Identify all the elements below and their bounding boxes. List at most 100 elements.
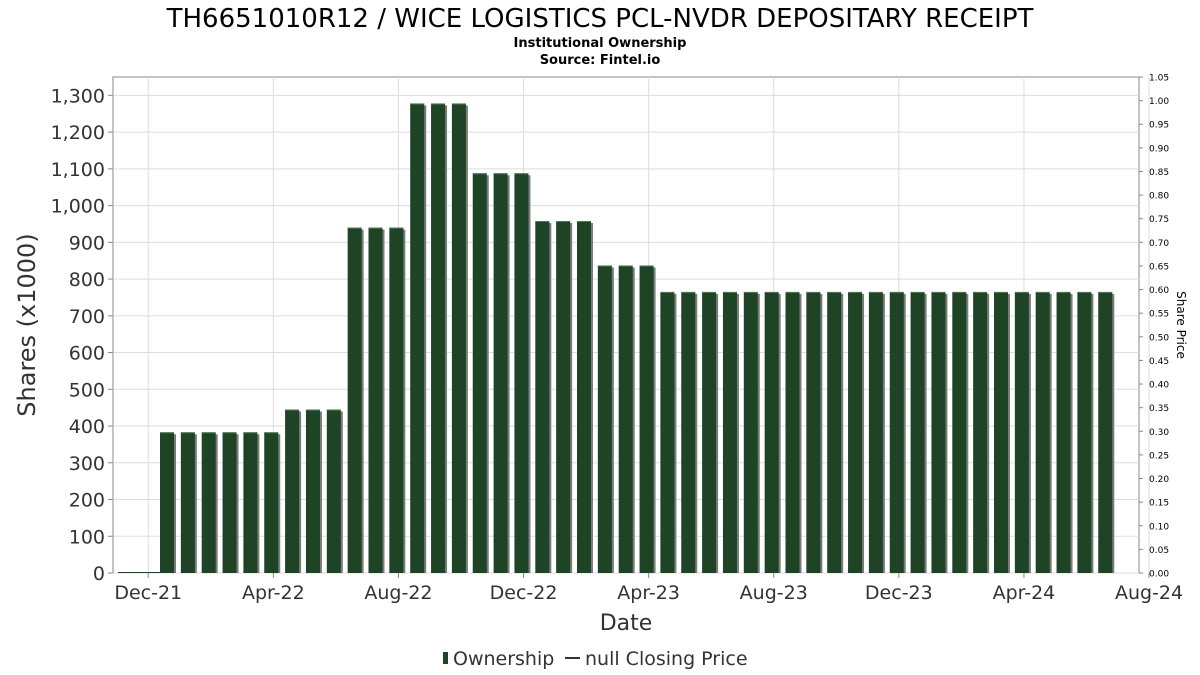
y-tick-label: 300 — [69, 453, 105, 475]
bar — [994, 291, 1008, 573]
y2-tick-label: 0.45 — [1149, 357, 1169, 367]
x-tick-label: Apr-23 — [617, 582, 680, 604]
bar — [806, 291, 821, 573]
x-tick-label: Aug-23 — [740, 582, 808, 604]
y2-tick-label: 0.15 — [1149, 499, 1169, 509]
y2-tick-label: 0.25 — [1149, 451, 1169, 461]
y2-axis: 0.00 0.05 0.10 0.15 0.20 0.25 0.30 0.35 0.40 0.45… — [1139, 74, 1169, 580]
bar — [681, 291, 696, 573]
x-tick-label: Dec-22 — [490, 582, 558, 604]
x-tick-label: Aug-22 — [364, 582, 432, 604]
legend-price-label: null Closing Price — [585, 648, 748, 670]
chart-subtitle: Institutional Ownership — [514, 36, 687, 51]
bar — [1035, 291, 1050, 573]
y2-tick-label: 0.65 — [1149, 262, 1169, 272]
bar — [1077, 291, 1092, 573]
y2-tick-label: 0.50 — [1149, 333, 1169, 343]
bar — [326, 409, 341, 573]
y-tick-label: 700 — [69, 306, 105, 328]
bar — [577, 221, 591, 574]
bar — [639, 265, 654, 573]
y2-tick-label: 0.95 — [1149, 121, 1169, 131]
legend-ownership-swatch — [443, 652, 448, 664]
y-tick-label: 1,100 — [51, 159, 105, 181]
chart-title: TH6651010R12 / WICE LOGISTICS PCL-NVDR D… — [166, 4, 1034, 34]
x-tick-label: Apr-22 — [242, 582, 305, 604]
bar — [285, 409, 300, 573]
y2-tick-label: 0.40 — [1149, 381, 1169, 391]
y2-tick-label: 0.55 — [1149, 310, 1169, 320]
x-tick-label: Dec-21 — [114, 582, 182, 604]
bar — [180, 432, 195, 573]
legend: Ownership null Closing Price — [443, 648, 748, 670]
y-tick-label: 500 — [69, 379, 105, 401]
bar — [472, 173, 487, 573]
y2-tick-label: 0.10 — [1149, 522, 1169, 532]
x-tick-label: Dec-23 — [865, 582, 933, 604]
bar — [160, 432, 174, 573]
y2-tick-label: 0.30 — [1149, 428, 1169, 438]
y-tick-label: 400 — [69, 416, 105, 438]
y2-tick-label: 0.75 — [1149, 215, 1169, 225]
bar — [1014, 291, 1029, 573]
y2-tick-label: 0.90 — [1149, 144, 1169, 154]
bar — [702, 291, 717, 573]
x-tick-label: Aug-24 — [1115, 582, 1183, 604]
bar — [660, 291, 675, 573]
bar — [347, 227, 362, 574]
bar-series — [118, 103, 1115, 574]
y2-tick-label: 0.80 — [1149, 192, 1169, 202]
y-tick-label: 0 — [93, 563, 105, 585]
bar — [305, 409, 320, 573]
y2-tick-label: 1.05 — [1149, 74, 1169, 84]
bar — [597, 265, 612, 573]
y-tick-label: 800 — [69, 269, 105, 291]
bar — [1098, 291, 1113, 573]
bar — [722, 291, 737, 573]
y-tick-label: 200 — [69, 490, 105, 512]
bar — [785, 291, 800, 573]
bar — [848, 291, 863, 573]
y-tick-label: 1,200 — [51, 122, 105, 144]
bar — [451, 103, 466, 573]
bar — [1056, 291, 1071, 573]
y-tick-label: 1,300 — [51, 85, 105, 107]
bar — [493, 173, 508, 573]
bar — [410, 103, 425, 573]
y2-tick-label: 0.20 — [1149, 475, 1169, 485]
bar — [827, 291, 842, 573]
bar — [243, 432, 258, 573]
bar — [389, 227, 404, 574]
y-tick-label: 1,000 — [51, 196, 105, 218]
y-axis-label: Shares (x1000) — [13, 233, 41, 416]
bar — [431, 103, 446, 573]
bar — [556, 221, 571, 574]
bar — [973, 291, 988, 573]
y-tick-label: 600 — [69, 343, 105, 365]
y2-tick-label: 0.05 — [1149, 546, 1169, 556]
y2-tick-label: 0.70 — [1149, 239, 1169, 249]
bar — [889, 291, 904, 573]
y2-tick-label: 1.00 — [1149, 97, 1169, 107]
y2-axis-label: Share Price — [1174, 291, 1188, 359]
bar — [764, 291, 779, 573]
y2-tick-label: 0.85 — [1149, 168, 1169, 178]
bar — [222, 432, 237, 573]
y2-tick-label: 0.35 — [1149, 404, 1169, 414]
bar — [952, 291, 967, 573]
bar — [264, 432, 279, 573]
y2-tick-label: 0.00 — [1149, 570, 1169, 580]
bar — [514, 173, 529, 573]
bar — [368, 227, 383, 574]
bar — [910, 291, 925, 573]
y-tick-label: 900 — [69, 232, 105, 254]
y-axis: 0 100 200 300 400 500 600 700 800 900 1,000 1,100 1,… — [51, 85, 113, 585]
y2-tick-label: 0.60 — [1149, 286, 1169, 296]
bar — [535, 221, 550, 574]
bar — [201, 432, 216, 573]
bar — [743, 291, 758, 573]
bar — [868, 291, 883, 573]
y-tick-label: 100 — [69, 526, 105, 548]
legend-ownership-label: Ownership — [453, 648, 554, 670]
